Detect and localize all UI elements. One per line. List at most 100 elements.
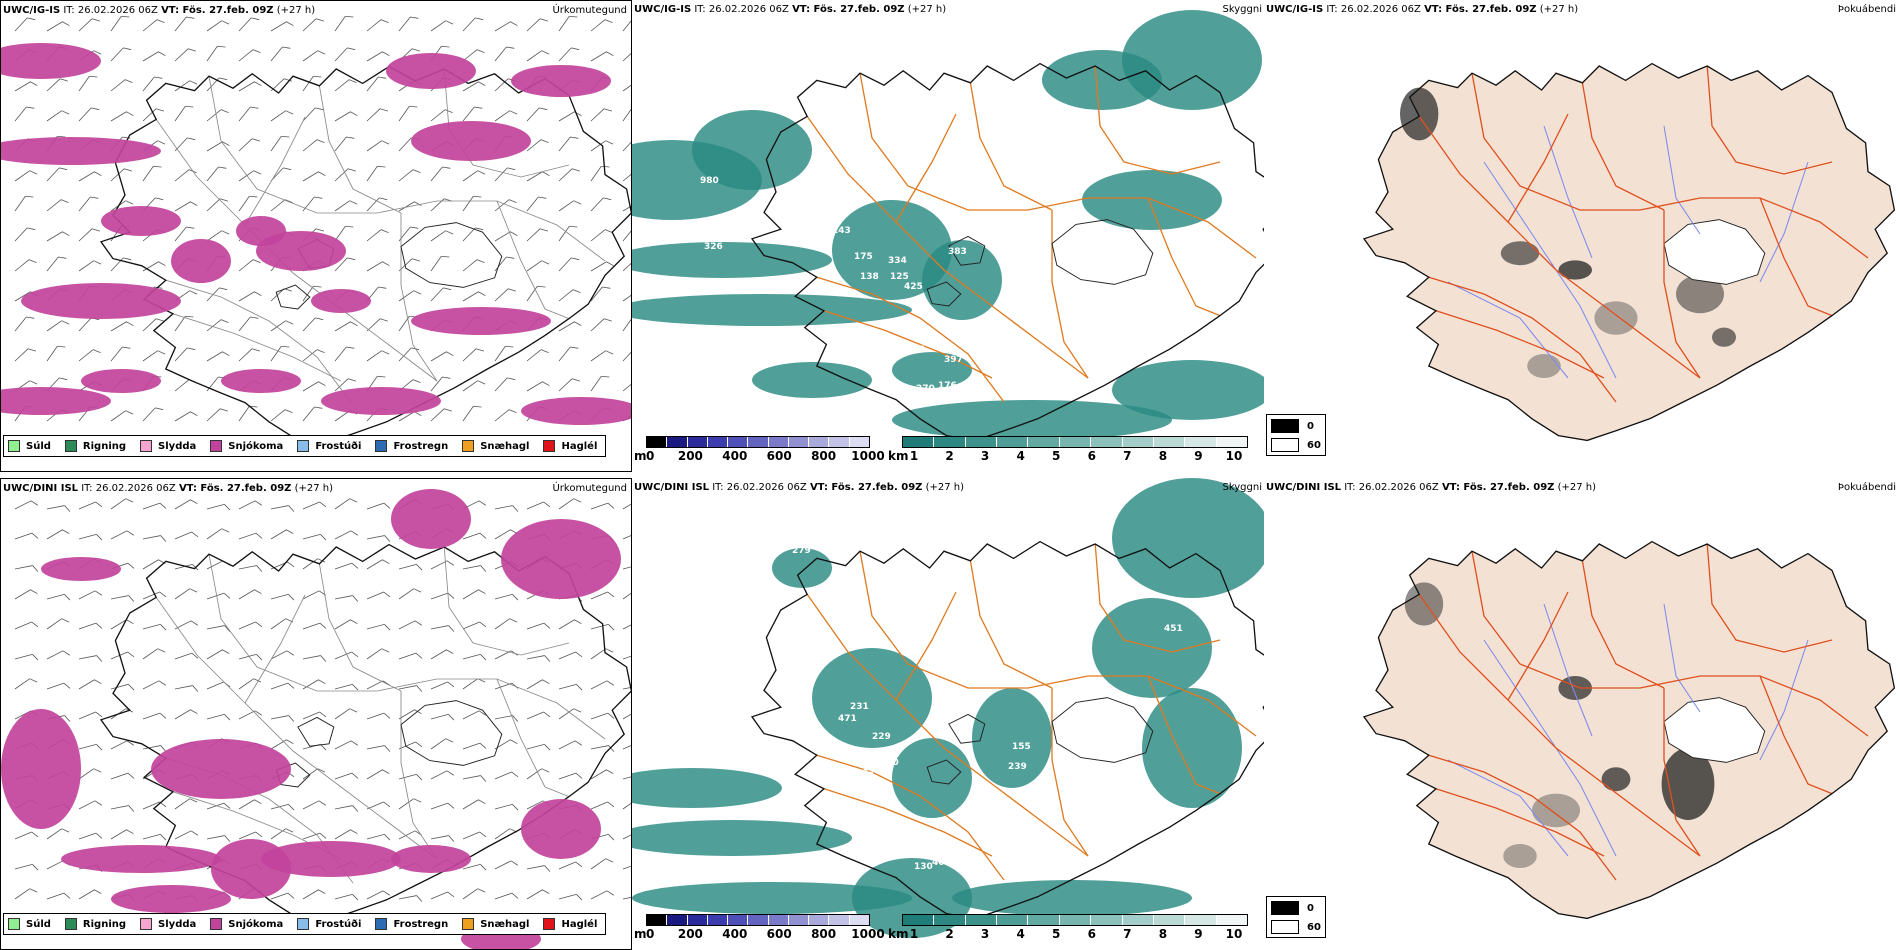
wind-barb bbox=[590, 229, 613, 242]
model-name: UWC/IG-IS bbox=[634, 4, 692, 15]
wind-barb bbox=[78, 260, 102, 272]
fog-patch bbox=[1558, 260, 1592, 280]
colorbar-bin bbox=[748, 437, 769, 447]
wind-barb bbox=[590, 108, 612, 122]
wind-barb bbox=[142, 680, 166, 690]
colorbar-bin bbox=[1059, 437, 1092, 447]
wind-barb bbox=[558, 378, 580, 392]
wind-barb bbox=[462, 742, 487, 750]
visibility-colorbar bbox=[902, 436, 1248, 448]
wind-barb bbox=[78, 18, 100, 32]
wind-barb bbox=[142, 591, 167, 600]
legend-item: Frostúði bbox=[297, 440, 361, 452]
road-line bbox=[816, 276, 1005, 403]
visibility-tick-label: 1 bbox=[909, 927, 919, 941]
visibility-tick-label: 5 bbox=[1052, 449, 1061, 463]
colorbar-bin bbox=[788, 437, 810, 447]
panel-title-precip: Úrkomutegund bbox=[552, 5, 627, 16]
wind-barb bbox=[238, 259, 261, 272]
wind-barb bbox=[302, 18, 324, 32]
wind-barb bbox=[430, 351, 454, 362]
visibility-tick-label: 2 bbox=[945, 927, 954, 941]
colorbar-bin bbox=[1091, 915, 1123, 925]
wind-barb bbox=[494, 892, 519, 900]
wind-barb bbox=[398, 105, 418, 122]
glacier-white bbox=[1663, 697, 1766, 763]
legend-label: Snjókoma bbox=[228, 918, 284, 930]
glacier-outline bbox=[297, 716, 335, 747]
road-line bbox=[859, 551, 1257, 737]
wind-barb bbox=[590, 197, 612, 212]
iceland-coastline bbox=[99, 543, 631, 923]
wind-barb bbox=[398, 347, 420, 362]
wind-barb bbox=[110, 619, 134, 630]
precip-map bbox=[1, 15, 631, 445]
road-line bbox=[1706, 65, 1833, 175]
iceland-coastline bbox=[750, 540, 1264, 920]
wind-barb bbox=[110, 47, 132, 62]
wind-barb bbox=[622, 862, 631, 870]
wind-barb bbox=[174, 499, 198, 510]
wind-barb bbox=[398, 620, 422, 630]
wind-barb bbox=[430, 109, 453, 122]
wind-barb bbox=[270, 650, 294, 660]
wind-barb bbox=[334, 136, 355, 152]
low-visibility-area bbox=[852, 858, 972, 938]
wind-barb bbox=[366, 833, 391, 841]
wind-barb bbox=[270, 409, 293, 422]
wind-barb bbox=[462, 775, 487, 782]
wind-barb bbox=[302, 590, 326, 600]
wind-barb bbox=[238, 405, 258, 422]
colorbar-bin bbox=[1185, 437, 1217, 447]
wind-barb bbox=[14, 17, 36, 32]
legend-label: Snæhagl bbox=[480, 918, 530, 930]
fog-patch bbox=[1601, 767, 1631, 792]
road-line bbox=[1428, 754, 1617, 881]
low-visibility-area bbox=[952, 880, 1192, 916]
wind-barb bbox=[462, 348, 484, 362]
wind-barb bbox=[270, 78, 292, 92]
road-line bbox=[208, 76, 606, 262]
road-line bbox=[496, 678, 570, 797]
wind-barb bbox=[238, 500, 262, 510]
wind-barb bbox=[302, 139, 325, 152]
road-line bbox=[1581, 560, 1665, 689]
iceland-coastline bbox=[99, 65, 631, 445]
wind-barb bbox=[302, 711, 327, 720]
road-line bbox=[318, 563, 402, 692]
road-line bbox=[155, 597, 438, 860]
snow-area bbox=[386, 53, 476, 89]
wind-barb bbox=[78, 533, 103, 541]
visibility-tick-label: 6 bbox=[1087, 927, 1096, 941]
colorbar-bin bbox=[849, 437, 869, 447]
wind-barb bbox=[14, 532, 39, 540]
wind-barb bbox=[462, 170, 486, 182]
wind-barb bbox=[110, 321, 134, 332]
fog-patch bbox=[1527, 354, 1561, 378]
wind-barb bbox=[622, 316, 631, 332]
height-tick-label: 800 bbox=[811, 449, 837, 463]
wind-barb bbox=[526, 196, 547, 212]
wind-barb bbox=[494, 199, 517, 212]
wind-barb bbox=[430, 408, 452, 422]
snow-area bbox=[211, 839, 291, 899]
legend-swatch bbox=[462, 918, 475, 930]
colorbar-bin bbox=[728, 915, 749, 925]
wind-barb bbox=[14, 195, 34, 212]
road-line bbox=[1471, 551, 1869, 737]
wind-barb bbox=[174, 620, 198, 630]
legend-swatch bbox=[140, 918, 153, 930]
wind-barb bbox=[494, 288, 516, 302]
legend-item: Súld bbox=[8, 918, 51, 930]
wind-barb bbox=[494, 715, 519, 722]
wind-barb bbox=[558, 651, 583, 660]
fog-patch bbox=[1558, 676, 1592, 700]
visibility-value-label: 451 bbox=[1164, 624, 1183, 634]
wind-barb bbox=[110, 410, 134, 422]
visibility-value-label: 223 bbox=[964, 662, 983, 672]
wind-barb bbox=[270, 828, 294, 840]
legend-item: Snjókoma bbox=[210, 440, 283, 452]
wind-barb bbox=[558, 15, 578, 32]
colorbar-bin bbox=[903, 915, 935, 925]
wind-barb bbox=[142, 76, 163, 92]
